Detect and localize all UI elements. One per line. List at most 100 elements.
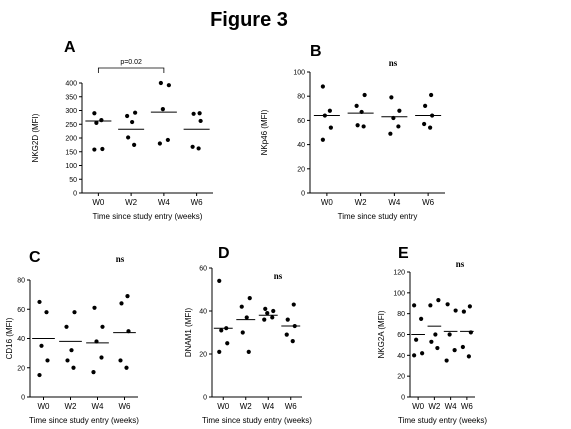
data-point — [37, 372, 42, 378]
data-point — [244, 315, 249, 320]
data-point — [320, 137, 325, 142]
y-tick-label: 20 — [17, 365, 25, 372]
data-point — [271, 308, 276, 314]
data-point — [92, 111, 97, 116]
data-point — [327, 108, 332, 113]
panel-a: A 0 50 100 150 200 250 300 350 400 W0 W2 W4 W6 Time si… — [31, 39, 213, 221]
x-tick-label: W2 — [125, 198, 138, 207]
y-tick-label: 200 — [65, 136, 77, 143]
data-point — [225, 341, 230, 346]
y-axis-label: DNAM1 (MFI) — [184, 308, 193, 358]
data-point — [165, 137, 170, 143]
data-point — [428, 303, 433, 308]
y-tick-label: 100 — [293, 70, 305, 77]
y-tick-label: 0 — [21, 395, 25, 402]
data-point — [466, 354, 471, 359]
x-axis-label: Time since study entry (weeks) — [202, 416, 312, 425]
data-point — [460, 344, 465, 350]
data-point — [191, 111, 196, 116]
data-point — [419, 316, 424, 321]
x-tick-label: W2 — [355, 198, 368, 207]
data-point — [126, 135, 131, 140]
y-tick-label: 40 — [17, 336, 25, 343]
data-point — [65, 358, 70, 363]
x-axis-label: Time study entry (weeks) — [398, 416, 487, 425]
y-tick-label: 100 — [393, 290, 405, 297]
data-point — [124, 365, 129, 370]
x-tick-label: W0 — [92, 198, 105, 207]
data-point — [361, 124, 366, 129]
y-axis-label: NKp46 (MFI) — [260, 109, 269, 155]
y-tick-label: 80 — [397, 311, 405, 318]
data-point — [420, 351, 425, 356]
data-point — [362, 92, 367, 98]
data-point — [197, 111, 202, 116]
y-tick-label: 0 — [401, 395, 405, 402]
data-point — [414, 337, 419, 342]
x-tick-label: W4 — [262, 402, 275, 411]
data-point — [219, 328, 224, 333]
data-point — [240, 330, 245, 335]
data-point — [217, 349, 222, 354]
data-point — [71, 365, 76, 370]
data-point — [435, 345, 440, 351]
data-point — [355, 123, 360, 128]
data-point — [239, 304, 244, 309]
data-point — [132, 142, 137, 147]
data-point — [328, 125, 333, 130]
y-tick-label: 350 — [65, 94, 77, 101]
data-point — [291, 302, 296, 307]
panel-d: D 0 20 40 60 W0 W2 W4 W6 Time since study entry (… — [184, 245, 312, 425]
data-point — [91, 370, 96, 375]
x-tick-label: W4 — [388, 198, 401, 207]
x-axis-label: Time since study entry (weeks) — [29, 416, 139, 425]
y-tick-label: 40 — [397, 353, 405, 360]
y-tick-label: 300 — [65, 108, 77, 115]
data-point — [429, 92, 434, 98]
y-tick-label: 60 — [17, 307, 25, 314]
data-point — [389, 95, 394, 100]
data-point — [433, 332, 438, 337]
y-tick-label: 20 — [397, 374, 405, 381]
data-point — [262, 317, 267, 322]
y-tick-label: 400 — [65, 81, 77, 88]
x-tick-label: W6 — [119, 402, 132, 411]
panel-c: C 0 20 40 60 80 W0 W2 W4 W6 Time since study entry… — [5, 249, 139, 425]
x-tick-label: W0 — [217, 402, 230, 411]
y-tick-label: 40 — [297, 142, 305, 149]
data-point — [157, 141, 162, 146]
data-point — [190, 144, 195, 149]
ns-label: ns — [389, 58, 398, 68]
x-tick-label: W6 — [191, 198, 204, 207]
x-tick-label: W2 — [240, 402, 253, 411]
ns-label: ns — [274, 271, 283, 281]
y-tick-label: 60 — [297, 118, 305, 125]
data-point — [263, 306, 268, 311]
data-point — [445, 302, 450, 307]
x-tick-label: W6 — [461, 402, 474, 411]
x-tick-label: W2 — [428, 402, 441, 411]
x-tick-label: W0 — [38, 402, 51, 411]
data-point — [284, 332, 289, 337]
x-tick-label: W6 — [422, 198, 435, 207]
data-point — [444, 358, 449, 363]
data-point — [461, 309, 466, 314]
data-point — [99, 355, 104, 360]
data-point — [125, 293, 130, 299]
data-point — [453, 308, 458, 313]
p-value-label: p=0.02 — [120, 59, 142, 66]
y-tick-label: 20 — [297, 166, 305, 173]
data-point — [45, 358, 50, 363]
y-tick-label: 150 — [65, 149, 77, 156]
data-point — [130, 119, 135, 125]
y-tick-label: 0 — [73, 191, 77, 198]
data-point — [246, 349, 251, 354]
data-point — [118, 358, 123, 363]
data-point — [100, 324, 105, 329]
data-point — [436, 298, 441, 303]
panel-e: E 0 20 40 60 80 100 120 W0 W2 W4 W6 Time study entry… — [377, 245, 487, 425]
data-point — [92, 147, 97, 152]
panel-letter: E — [398, 245, 409, 262]
data-point — [265, 311, 270, 316]
